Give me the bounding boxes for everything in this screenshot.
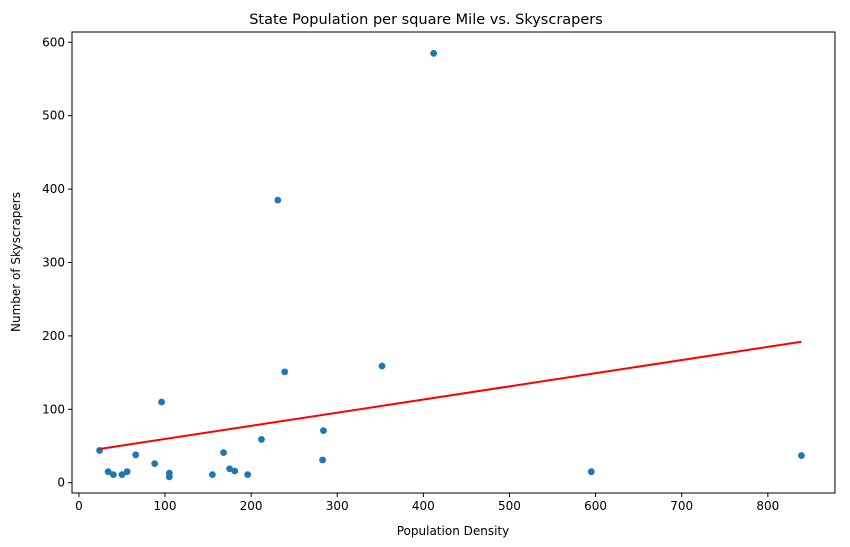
x-tick-label: 100 bbox=[154, 499, 177, 513]
x-tick-label: 0 bbox=[75, 499, 83, 513]
x-tick-label: 600 bbox=[584, 499, 607, 513]
data-point bbox=[109, 471, 117, 479]
data-point bbox=[798, 452, 805, 459]
data-point bbox=[319, 456, 327, 464]
x-tick-label: 300 bbox=[326, 499, 349, 513]
data-point bbox=[231, 467, 239, 475]
y-tick-label: 400 bbox=[42, 182, 65, 196]
plot-layer bbox=[96, 49, 805, 481]
data-point bbox=[151, 460, 159, 468]
chart-title: State Population per square Mile vs. Sky… bbox=[249, 12, 603, 28]
data-point bbox=[378, 362, 386, 370]
data-point bbox=[158, 398, 165, 406]
data-point bbox=[274, 196, 282, 204]
axes-layer: 0 100 200 300 400 500 600 700 800 0 100 200 300 400 50… bbox=[42, 31, 836, 513]
data-point bbox=[320, 427, 327, 435]
data-point bbox=[281, 368, 289, 376]
data-point bbox=[123, 468, 131, 476]
data-point bbox=[104, 468, 112, 476]
data-point bbox=[132, 451, 140, 459]
y-tick-label: 0 bbox=[57, 476, 65, 490]
x-tick-label: 200 bbox=[240, 499, 263, 513]
x-axis-title: Population Density bbox=[397, 524, 509, 538]
y-tick-label: 600 bbox=[42, 35, 65, 49]
y-tick-label: 200 bbox=[42, 329, 65, 343]
data-point bbox=[244, 471, 252, 479]
data-point bbox=[258, 436, 265, 443]
data-point bbox=[208, 471, 216, 479]
regression-line bbox=[99, 340, 802, 450]
x-tick-label: 500 bbox=[498, 499, 521, 513]
y-axis-title: Number of Skyscrapers bbox=[9, 192, 23, 332]
data-point bbox=[226, 465, 233, 473]
x-tick-label: 800 bbox=[756, 499, 779, 513]
x-tick-label: 700 bbox=[670, 499, 693, 513]
data-point bbox=[118, 471, 126, 479]
y-tick-label: 100 bbox=[42, 402, 65, 416]
x-tick-label: 400 bbox=[412, 499, 435, 513]
data-point bbox=[165, 473, 173, 481]
y-tick-label: 300 bbox=[42, 256, 65, 270]
data-point bbox=[430, 49, 438, 57]
data-point bbox=[220, 449, 227, 457]
data-point bbox=[587, 468, 595, 476]
y-tick-label: 500 bbox=[42, 109, 65, 123]
